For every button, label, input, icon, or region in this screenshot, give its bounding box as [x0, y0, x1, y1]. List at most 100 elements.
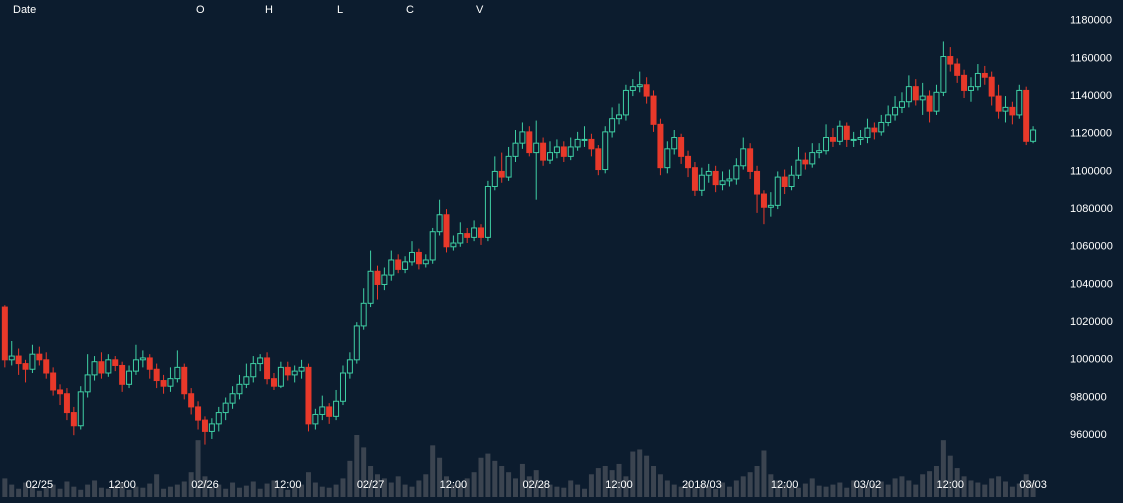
candle-body [250, 363, 257, 378]
candle-body [560, 146, 567, 157]
volume-bar [885, 484, 891, 497]
volume-bar [892, 478, 898, 497]
candle-body [574, 138, 581, 148]
volume-bar [119, 482, 125, 497]
candle-body [974, 72, 981, 88]
candle-body [781, 176, 788, 188]
volume-bar [513, 478, 519, 497]
volume-bar [595, 468, 601, 497]
volume-bar [257, 488, 263, 497]
volume-bar [147, 483, 153, 497]
volume-bar [1016, 483, 1022, 497]
volume-bar [637, 449, 643, 497]
candle-body [733, 165, 740, 180]
header-label: V [476, 4, 484, 16]
candle-body [795, 159, 802, 176]
candle-body [857, 137, 864, 140]
candle-body [767, 204, 774, 208]
candle-body [22, 363, 29, 370]
y-tick-label: 1080000 [1070, 203, 1113, 215]
candle-body [829, 137, 836, 142]
candle-body [36, 353, 43, 361]
volume-bar [464, 478, 470, 497]
volume-bar [733, 480, 739, 497]
header-label: H [265, 4, 273, 16]
candle-body [105, 359, 112, 374]
candle-body [63, 393, 70, 414]
candle-body [864, 127, 871, 139]
volume-bar [651, 466, 657, 497]
candle-body [747, 148, 754, 172]
volume-bar [706, 485, 712, 497]
candle-body [319, 406, 326, 415]
volume-bar [1023, 474, 1029, 497]
volume-bar [395, 476, 401, 497]
volume-bar [92, 480, 98, 497]
candle-body [719, 180, 726, 186]
x-tick-label: 02/28 [522, 479, 550, 491]
volume-bar [50, 484, 56, 497]
volume-bar [381, 478, 387, 497]
volume-bar [526, 476, 532, 497]
x-tick-label: 12:00 [937, 479, 965, 491]
candle-body [236, 383, 243, 395]
candle-body [954, 63, 961, 76]
candle-body [491, 170, 498, 188]
volume-bar [71, 486, 77, 497]
volume-bar [920, 474, 926, 497]
y-tick-label: 1160000 [1070, 52, 1112, 64]
volume-bar [837, 482, 843, 497]
candle-body [898, 101, 905, 108]
volume-bar [361, 447, 367, 497]
volume-bar [161, 488, 167, 497]
candle-body [905, 86, 912, 103]
header-label: L [337, 4, 343, 16]
volume-bar [64, 481, 70, 497]
volume-bar [968, 480, 974, 497]
volume-bar [858, 485, 864, 497]
candle-body [947, 56, 954, 65]
y-tick-label: 1040000 [1070, 278, 1113, 290]
candle-body [91, 361, 98, 376]
candle-body [691, 167, 698, 191]
candle-body [201, 419, 208, 432]
volume-bar [802, 483, 808, 497]
volume-bar [678, 486, 684, 497]
candle-body [657, 123, 664, 169]
volume-bar [195, 440, 201, 497]
volume-bar [1009, 486, 1015, 497]
volume-layer [2, 435, 1036, 497]
y-tick-label: 1000000 [1070, 354, 1113, 366]
candle-body [788, 174, 795, 188]
volume-bar [57, 488, 63, 497]
x-tick-label: 12:00 [440, 479, 468, 491]
candle-body [360, 302, 367, 327]
candle-body [595, 148, 602, 171]
volume-bar [16, 488, 22, 497]
volume-bar [754, 466, 760, 497]
volume-bar [98, 487, 104, 497]
candle-body [277, 366, 284, 387]
volume-bar [347, 460, 353, 497]
volume-bar [699, 484, 705, 497]
volume-bar [154, 474, 160, 497]
volume-bar [402, 484, 408, 497]
candle-body [429, 231, 436, 261]
candle-body [1009, 106, 1016, 116]
candle-body [498, 170, 505, 178]
volume-bar [388, 482, 394, 497]
candle-body [726, 178, 733, 182]
volume-bar [795, 487, 801, 497]
y-tick-label: 1100000 [1070, 165, 1112, 177]
volume-bar [499, 466, 505, 497]
volume-bar [947, 455, 953, 497]
candle-body [1, 306, 8, 361]
volume-bar [43, 487, 49, 497]
volume-bar [768, 474, 774, 497]
candle-body [395, 259, 402, 270]
volume-bar [740, 476, 746, 497]
volume-bar [616, 463, 622, 497]
candle-body [512, 142, 519, 157]
